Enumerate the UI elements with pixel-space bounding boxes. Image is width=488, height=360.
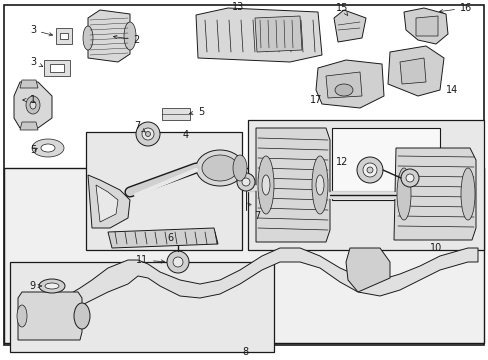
Ellipse shape bbox=[30, 101, 36, 109]
Polygon shape bbox=[315, 60, 383, 108]
Polygon shape bbox=[393, 148, 475, 240]
Text: 17: 17 bbox=[309, 95, 322, 105]
Polygon shape bbox=[196, 8, 321, 62]
Polygon shape bbox=[56, 28, 72, 44]
Text: 3: 3 bbox=[30, 25, 52, 36]
Text: 11: 11 bbox=[136, 255, 164, 265]
Polygon shape bbox=[415, 16, 437, 36]
Bar bbox=[331, 128, 439, 200]
Text: 7: 7 bbox=[134, 121, 145, 132]
Polygon shape bbox=[403, 8, 447, 44]
Bar bbox=[247, 120, 483, 250]
Text: 4: 4 bbox=[183, 130, 189, 140]
Polygon shape bbox=[50, 64, 64, 72]
Text: 8: 8 bbox=[242, 347, 247, 357]
Polygon shape bbox=[44, 60, 70, 76]
Ellipse shape bbox=[17, 305, 27, 327]
Bar bbox=[10, 262, 273, 352]
Polygon shape bbox=[333, 10, 365, 42]
Ellipse shape bbox=[45, 283, 59, 289]
Ellipse shape bbox=[237, 173, 254, 191]
Text: 5: 5 bbox=[30, 145, 37, 155]
Ellipse shape bbox=[39, 279, 65, 293]
Ellipse shape bbox=[356, 157, 382, 183]
Ellipse shape bbox=[400, 169, 418, 187]
Ellipse shape bbox=[366, 167, 372, 173]
Ellipse shape bbox=[124, 22, 136, 50]
Ellipse shape bbox=[196, 150, 244, 186]
Text: 2: 2 bbox=[113, 35, 140, 45]
Polygon shape bbox=[325, 72, 361, 98]
Polygon shape bbox=[108, 228, 218, 248]
Polygon shape bbox=[399, 58, 425, 84]
Polygon shape bbox=[254, 16, 302, 52]
Polygon shape bbox=[20, 122, 38, 130]
Ellipse shape bbox=[142, 128, 154, 140]
Polygon shape bbox=[60, 33, 68, 39]
Ellipse shape bbox=[315, 175, 324, 195]
Polygon shape bbox=[96, 185, 118, 222]
Ellipse shape bbox=[145, 131, 150, 136]
Text: 3: 3 bbox=[30, 57, 42, 67]
Bar bbox=[162, 108, 190, 120]
Ellipse shape bbox=[167, 251, 189, 273]
Text: 14: 14 bbox=[445, 85, 457, 95]
Ellipse shape bbox=[136, 122, 160, 146]
Text: 15: 15 bbox=[335, 3, 347, 16]
Polygon shape bbox=[70, 248, 477, 306]
Polygon shape bbox=[18, 292, 82, 340]
Text: 5: 5 bbox=[189, 107, 204, 117]
Ellipse shape bbox=[232, 155, 246, 181]
Text: 9: 9 bbox=[30, 281, 41, 291]
Ellipse shape bbox=[334, 84, 352, 96]
Ellipse shape bbox=[32, 139, 64, 157]
Polygon shape bbox=[88, 10, 130, 62]
Polygon shape bbox=[14, 82, 52, 128]
Text: 10: 10 bbox=[429, 243, 441, 253]
Ellipse shape bbox=[362, 163, 376, 177]
Ellipse shape bbox=[74, 303, 90, 329]
Text: 7: 7 bbox=[247, 203, 260, 221]
Ellipse shape bbox=[311, 156, 327, 214]
Ellipse shape bbox=[405, 174, 413, 182]
Ellipse shape bbox=[258, 156, 273, 214]
Text: 1: 1 bbox=[23, 95, 36, 105]
Polygon shape bbox=[387, 46, 443, 96]
Text: 13: 13 bbox=[231, 2, 244, 12]
Text: 16: 16 bbox=[439, 3, 471, 13]
Ellipse shape bbox=[460, 168, 474, 220]
Bar bbox=[86, 132, 242, 250]
Ellipse shape bbox=[83, 26, 93, 50]
Ellipse shape bbox=[396, 168, 410, 220]
Polygon shape bbox=[256, 128, 329, 242]
Polygon shape bbox=[20, 80, 38, 88]
Ellipse shape bbox=[26, 96, 40, 114]
Ellipse shape bbox=[242, 178, 249, 186]
Bar bbox=[4, 168, 483, 343]
Ellipse shape bbox=[41, 144, 55, 152]
Text: 6: 6 bbox=[166, 233, 173, 243]
Ellipse shape bbox=[173, 257, 183, 267]
Ellipse shape bbox=[202, 155, 238, 181]
Polygon shape bbox=[88, 175, 130, 228]
Text: 12: 12 bbox=[335, 157, 347, 167]
Polygon shape bbox=[346, 248, 389, 292]
Ellipse shape bbox=[262, 175, 269, 195]
